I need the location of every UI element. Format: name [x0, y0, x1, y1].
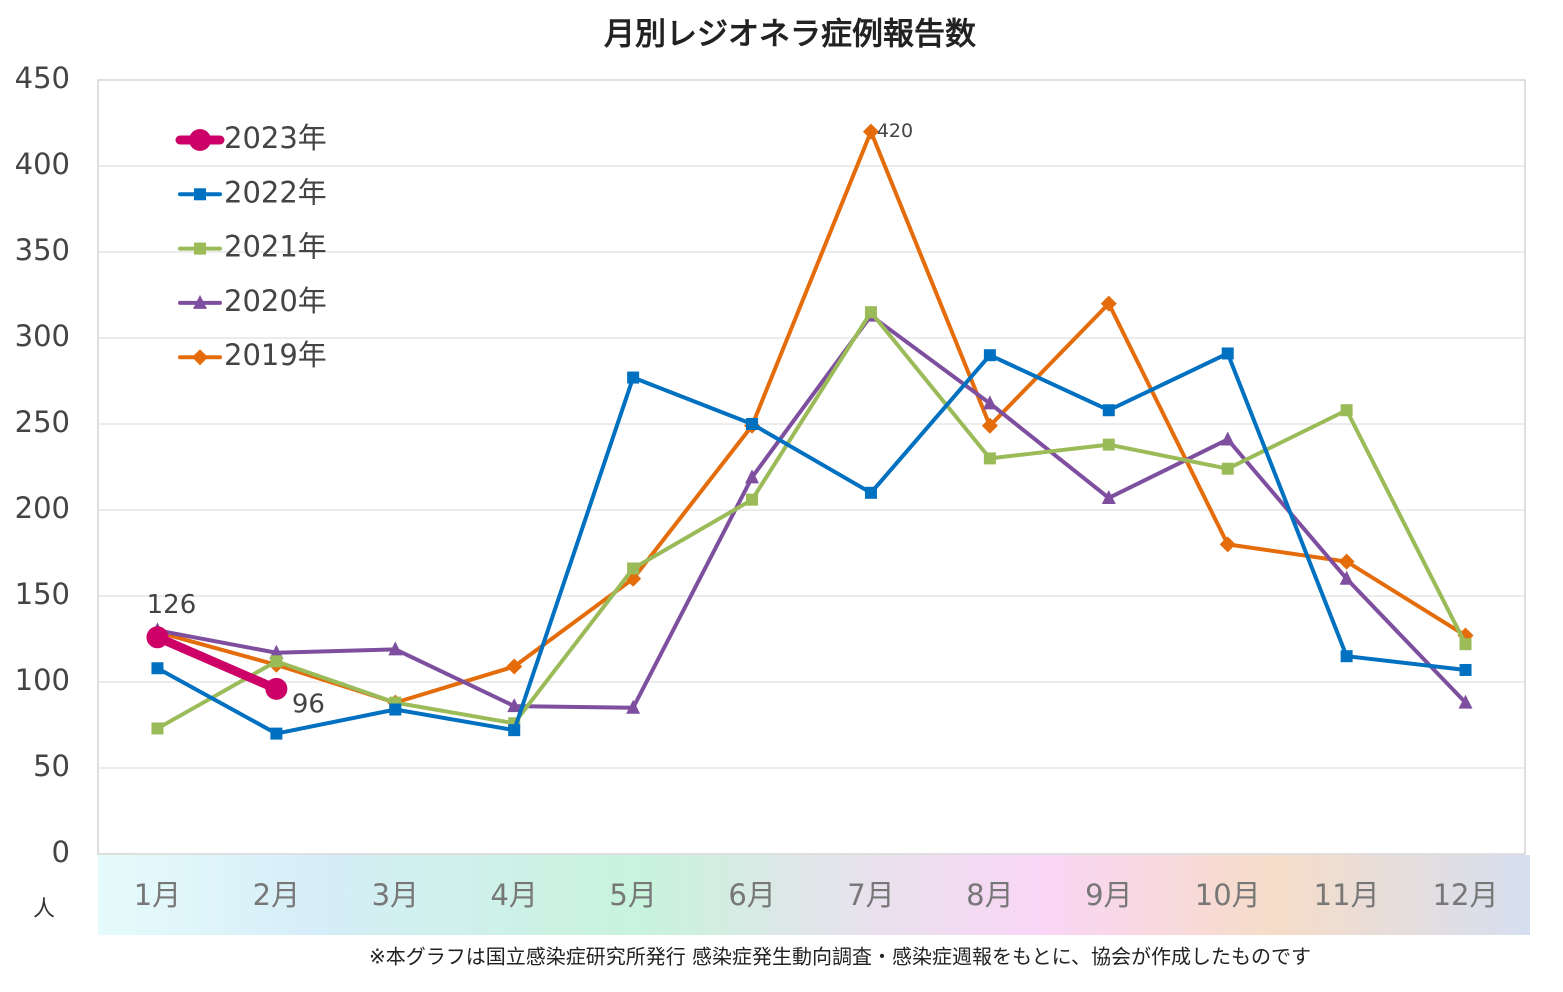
data-point: [1220, 431, 1235, 446]
data-point: [627, 371, 640, 384]
data-point: [1101, 489, 1116, 504]
y-tick-label: 250: [15, 405, 70, 439]
data-point: [983, 452, 996, 465]
data-point: [265, 677, 288, 700]
data-point: [269, 644, 284, 659]
data-point: [745, 469, 760, 484]
data-point: [1339, 570, 1354, 585]
data-label: 96: [292, 689, 325, 719]
data-point: [389, 703, 402, 716]
series-line: [152, 632, 281, 694]
data-point: [270, 727, 283, 740]
y-tick-label: 100: [15, 663, 70, 697]
data-point: [1340, 404, 1353, 417]
data-point: [270, 655, 283, 668]
legend-marker: [189, 129, 211, 151]
legend-marker: [193, 294, 207, 309]
data-point: [508, 724, 521, 737]
legend-marker: [194, 188, 206, 201]
series-line: [155, 313, 1468, 710]
x-tick-label: 6月: [728, 878, 775, 912]
data-point: [1221, 347, 1234, 360]
series-line: [155, 129, 1468, 705]
data-point: [151, 722, 164, 735]
x-tick-label: 9月: [1085, 878, 1132, 912]
data-point: [1340, 650, 1353, 663]
y-tick-label: 200: [15, 491, 70, 525]
legend-label: 2021年: [224, 230, 327, 264]
data-point: [388, 641, 403, 656]
category-band: [98, 855, 1530, 935]
y-tick-label: 450: [15, 61, 70, 95]
series-line: [155, 351, 1468, 736]
legend-marker: [192, 349, 208, 366]
legend-marker: [194, 242, 206, 255]
legend-label: 2020年: [224, 284, 327, 318]
y-unit: 人: [33, 897, 55, 922]
data-point: [746, 493, 759, 506]
data-point: [864, 486, 877, 499]
data-point: [983, 349, 996, 362]
data-point: [1458, 694, 1473, 709]
data-point: [1221, 462, 1234, 475]
data-point: [981, 417, 998, 434]
data-point: [1100, 295, 1117, 312]
x-tick-label: 7月: [847, 878, 894, 912]
legend-label: 2019年: [224, 338, 327, 372]
data-point: [746, 418, 759, 430]
x-tick-label: 11月: [1314, 878, 1380, 912]
x-tick-label: 5月: [609, 878, 656, 912]
data-label: 420: [877, 120, 913, 142]
data-point: [1459, 663, 1472, 676]
x-tick-label: 2月: [253, 878, 300, 912]
y-tick-label: 400: [15, 147, 70, 181]
data-point: [626, 699, 641, 714]
x-tick-label: 4月: [490, 878, 537, 912]
data-point: [982, 395, 997, 410]
y-tick-label: 300: [15, 319, 70, 353]
data-point: [864, 306, 877, 319]
legend-label: 2022年: [224, 175, 327, 209]
plot-frame: [97, 79, 1526, 855]
data-point: [506, 658, 523, 675]
x-tick-label: 3月: [372, 878, 419, 912]
data-point: [627, 562, 640, 575]
x-tick-label: 8月: [966, 878, 1013, 912]
data-point: [1219, 536, 1236, 553]
chart-title: 月別レジオネラ症例報告数: [604, 17, 976, 53]
y-tick-label: 150: [15, 577, 70, 611]
series-line: [155, 310, 1468, 731]
data-point: [151, 662, 164, 675]
data-label: 126: [147, 590, 197, 620]
legend-label: 2023年: [224, 121, 327, 155]
data-point: [1338, 553, 1355, 570]
footnote: ※本グラフは国立感染症研究所発行 感染症発生動向調査・感染症週報をもとに、協会が…: [369, 945, 1311, 969]
y-tick-label: 50: [33, 749, 70, 783]
x-tick-label: 12月: [1433, 878, 1499, 912]
y-tick-label: 350: [15, 233, 70, 267]
data-point: [507, 698, 522, 713]
x-tick-label: 10月: [1195, 878, 1261, 912]
data-point: [1102, 404, 1115, 417]
y-tick-label: 0: [52, 835, 70, 869]
x-tick-label: 1月: [134, 878, 181, 912]
data-point: [1459, 638, 1472, 651]
data-point: [1102, 438, 1115, 451]
data-point: [862, 123, 879, 140]
data-point: [146, 626, 169, 649]
